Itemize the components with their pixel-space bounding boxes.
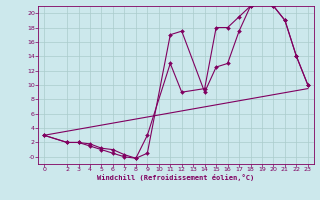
X-axis label: Windchill (Refroidissement éolien,°C): Windchill (Refroidissement éolien,°C) [97, 174, 255, 181]
